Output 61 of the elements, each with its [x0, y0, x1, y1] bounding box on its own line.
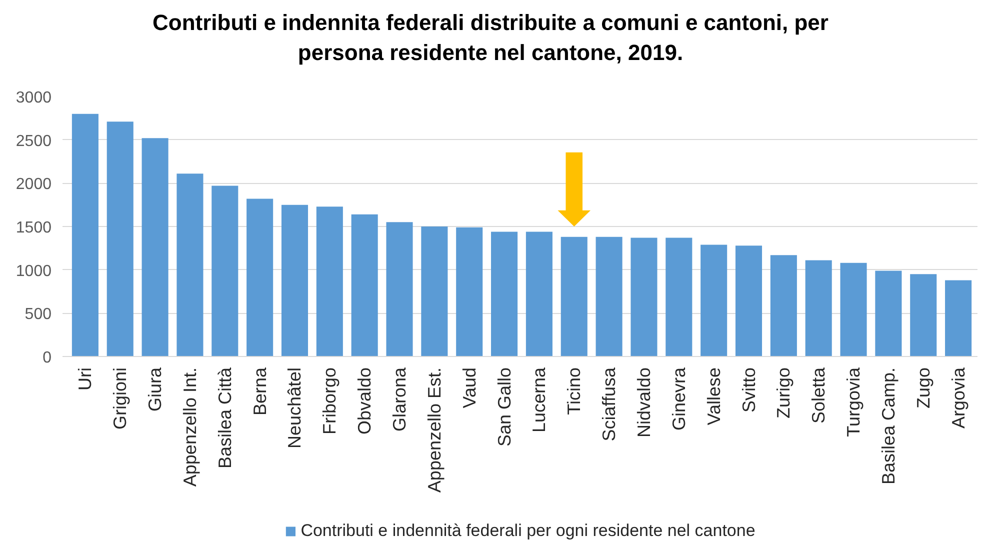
bar: [526, 232, 552, 356]
x-tick-label: Friborgo: [320, 367, 340, 435]
x-tick-label: Basilea Città: [214, 366, 235, 469]
bar: [106, 122, 134, 356]
x-tick-label: Berna: [250, 366, 270, 416]
y-tick-label: 1500: [16, 220, 52, 236]
x-tick-label: Svitto: [738, 367, 759, 413]
x-tick-label: Nidvaldo: [634, 367, 654, 438]
y-tick-label: 500: [24, 306, 52, 324]
x-tick-label: Basilea Camp.: [878, 367, 898, 485]
bar: [246, 198, 274, 356]
x-tick-label: Turgovia: [844, 366, 864, 437]
bar: [596, 236, 622, 356]
bar: [281, 204, 308, 356]
bar: [421, 226, 448, 356]
bar: [491, 232, 518, 356]
y-tick-label: 0: [42, 350, 52, 366]
x-tick-label: Appenzello Int.: [180, 367, 200, 487]
chart-title: Contributi e indennita federali distribuite a comuni e cantoni, per persona residente nel cantone, 2019.: [152, 9, 828, 67]
bar: [316, 206, 343, 356]
x-tick-label: Vallese: [704, 367, 724, 426]
x-tick-label: Argovia: [948, 366, 968, 429]
bar: [666, 238, 692, 356]
x-tick-label: Ginevra: [668, 366, 689, 431]
y-tick-label: 3000: [16, 90, 52, 106]
x-tick-label: Lucerna: [529, 366, 550, 433]
y-tick-label: 1000: [16, 262, 52, 280]
bar: [176, 174, 204, 356]
x-tick-label: Appenzello Est.: [424, 368, 444, 493]
bar: [805, 260, 832, 356]
x-tick-label: Zugo: [913, 367, 934, 409]
x-tick-label: Neuchâtel: [284, 367, 305, 449]
bar: [386, 222, 413, 356]
bar: [72, 114, 98, 356]
x-tick-label: Soletta: [808, 366, 829, 424]
bar: [456, 227, 483, 356]
y-tick-label: 2000: [16, 176, 52, 194]
bar: [630, 238, 658, 356]
x-tick-label: Giura: [145, 366, 166, 412]
bar: [910, 274, 937, 356]
bar: [735, 246, 762, 356]
x-tick-label: Obvaldo: [354, 367, 375, 435]
x-tick-label: Grigioni: [110, 367, 130, 430]
y-tick-label: 2500: [16, 132, 52, 150]
x-tick-label: Glarona: [390, 366, 410, 432]
x-tick-label: Zurigo: [774, 367, 794, 419]
bar: [770, 255, 797, 356]
bar: [875, 270, 902, 356]
bar: [351, 214, 378, 356]
bar: [142, 138, 168, 356]
bar: [945, 280, 972, 356]
x-tick-label: Uri: [75, 367, 96, 390]
x-tick-label: Vaud: [459, 368, 480, 408]
x-tick-label: San Gallo: [494, 367, 514, 447]
bar: [212, 186, 238, 356]
x-tick-label: Sciaffusa: [599, 366, 620, 442]
bar: [840, 262, 867, 356]
bar: [700, 244, 728, 356]
x-tick-label: Ticino: [564, 367, 584, 415]
bar: [560, 236, 588, 356]
legend-label: Contributi e indennità federali per ogni residente nel cantone: [300, 521, 756, 541]
